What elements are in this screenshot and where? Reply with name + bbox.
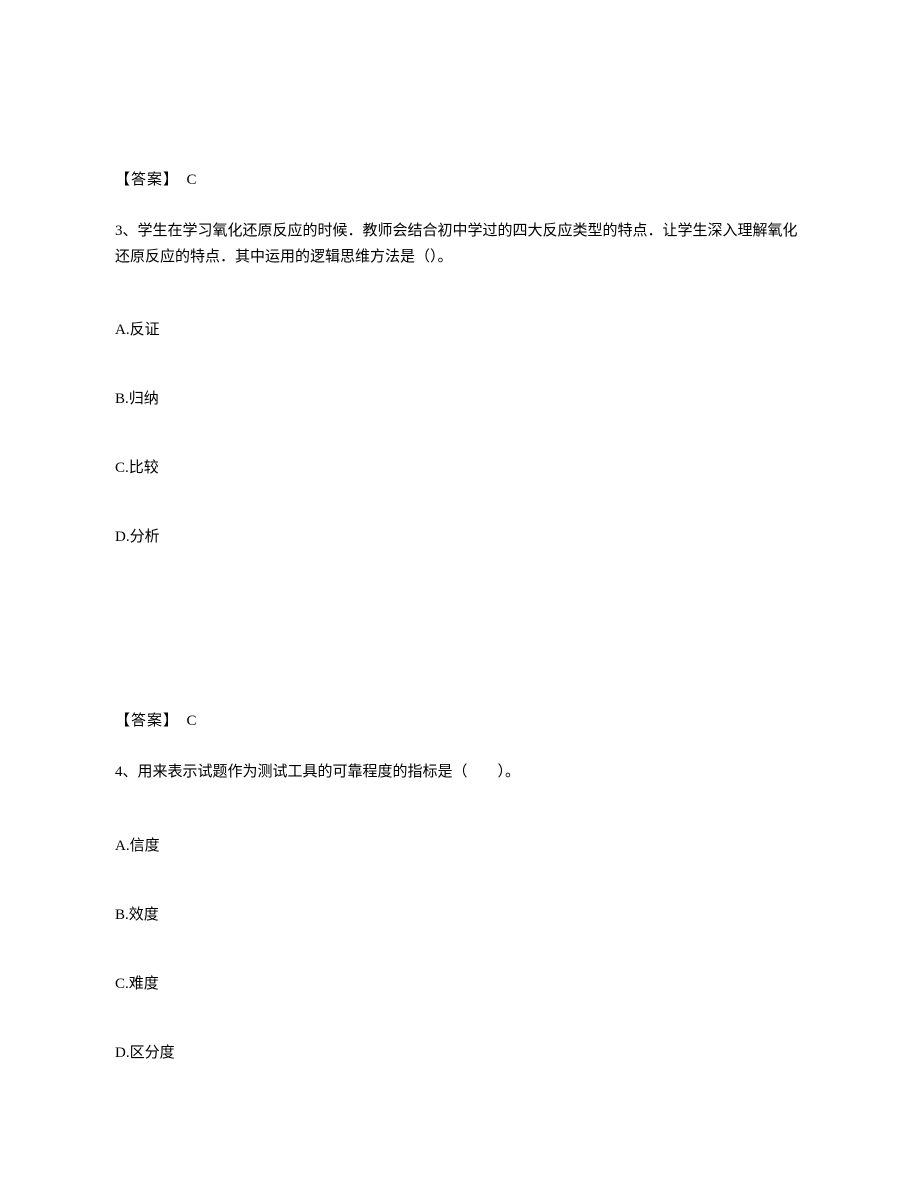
q4-option-b: B.效度: [115, 903, 805, 924]
q3-option-c: C.比较: [115, 456, 805, 477]
q3-answer-label: 【答案】: [115, 713, 179, 729]
q3-option-d: D.分析: [115, 525, 805, 546]
q2-answer-value: C: [187, 172, 197, 188]
q2-answer: 【答案】 C: [115, 168, 805, 189]
q3-answer: 【答案】 C: [115, 709, 805, 730]
q4-option-c: C.难度: [115, 972, 805, 993]
q4-option-d: D.区分度: [115, 1041, 805, 1062]
q2-answer-label: 【答案】: [115, 172, 179, 188]
q3-number: 3、: [115, 223, 138, 239]
q3-option-a: A.反证: [115, 318, 805, 339]
q3-text: 学生在学习氧化还原反应的时候．教师会结合初中学过的四大反应类型的特点．让学生深入…: [115, 223, 798, 265]
q3-option-b: B.归纳: [115, 387, 805, 408]
q4-number: 4、: [115, 764, 138, 780]
q4-question: 4、用来表示试题作为测试工具的可靠程度的指标是（ ）。: [115, 760, 805, 786]
q4-text: 用来表示试题作为测试工具的可靠程度的指标是（ ）。: [138, 764, 521, 780]
document-content: 【答案】 C 3、学生在学习氧化还原反应的时候．教师会结合初中学过的四大反应类型…: [0, 0, 920, 1062]
spacer: [115, 594, 805, 709]
q3-question: 3、学生在学习氧化还原反应的时候．教师会结合初中学过的四大反应类型的特点．让学生…: [115, 219, 805, 270]
q3-answer-value: C: [187, 713, 197, 729]
q4-option-a: A.信度: [115, 834, 805, 855]
